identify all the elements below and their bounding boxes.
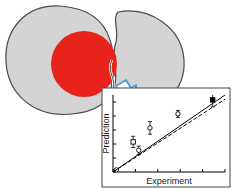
x-axis [113, 172, 225, 173]
x-axis-label: Experiment [146, 176, 192, 186]
y-tick [113, 116, 116, 117]
error-cap [131, 136, 135, 137]
y-axis [113, 95, 114, 172]
y-axis-label: Prediction [101, 113, 111, 153]
x-tick [135, 169, 136, 172]
fit-line [113, 95, 225, 172]
binding-site [51, 31, 117, 97]
point [137, 148, 141, 152]
x-tick [157, 169, 158, 172]
error-cap [176, 117, 180, 118]
fit-line [113, 99, 225, 172]
error-cap [137, 146, 141, 147]
point [148, 126, 152, 130]
y-tick [113, 102, 116, 103]
x-tick [202, 169, 203, 172]
point [210, 98, 214, 102]
cleft-line [110, 60, 113, 92]
error-cap [131, 147, 135, 148]
x-tick [225, 169, 226, 172]
error-cap [148, 121, 152, 122]
point [131, 140, 135, 144]
error-cap [148, 134, 152, 135]
canvas: Experiment Prediction [0, 0, 233, 189]
y-tick [113, 144, 116, 145]
y-tick [113, 158, 116, 159]
plot-frame [102, 88, 230, 187]
x-tick [180, 169, 181, 172]
y-tick [113, 130, 116, 131]
cleft [110, 60, 113, 92]
plot-area [113, 95, 225, 172]
point [176, 112, 180, 116]
error-cap [176, 110, 180, 111]
